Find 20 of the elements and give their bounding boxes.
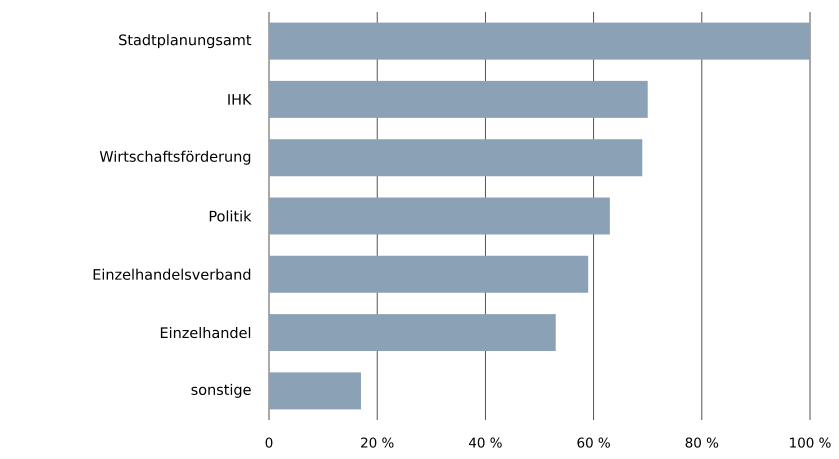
bar: [269, 197, 610, 234]
y-tick-label: Politik: [210, 210, 252, 222]
x-tick-label: 0: [266, 438, 272, 448]
y-tick-label: sonstige: [191, 384, 251, 398]
bar: [269, 256, 588, 293]
bar: [269, 22, 810, 60]
x-tick-label: 60 %: [577, 438, 610, 448]
bar: [269, 80, 648, 118]
bar: [269, 314, 556, 352]
y-tick-label: Einzelhandel: [160, 326, 250, 338]
y-tick-label: IHK: [228, 94, 252, 105]
y-tick-label: Wirtschaftsförderung: [100, 150, 250, 165]
bar: [269, 372, 361, 410]
y-tick-label: Stadtplanungsamt: [119, 34, 252, 48]
x-tick-label: 80 %: [686, 438, 718, 448]
bar: [269, 139, 642, 176]
y-tick-label: Einzelhandelsverband: [94, 268, 250, 280]
x-tick-label: 100 %: [790, 438, 831, 448]
x-tick-label: 20 %: [361, 438, 394, 448]
x-tick-label: 40 %: [468, 438, 502, 448]
